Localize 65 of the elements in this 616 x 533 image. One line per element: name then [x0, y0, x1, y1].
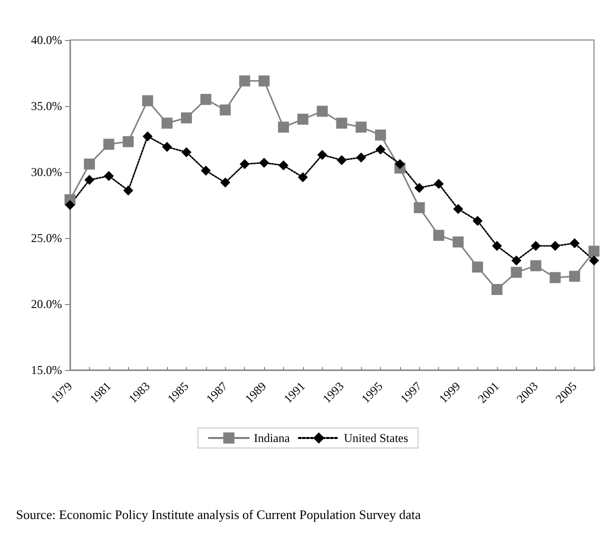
legend-label: United States	[344, 431, 408, 445]
point	[550, 240, 560, 251]
legend-label: Indiana	[254, 431, 291, 445]
point	[530, 240, 541, 251]
point	[316, 106, 328, 117]
point	[104, 170, 114, 181]
point	[84, 174, 94, 185]
point	[240, 159, 250, 170]
point	[452, 236, 464, 248]
x-tick-label: 1981	[86, 379, 114, 406]
point	[278, 122, 289, 133]
point	[142, 131, 153, 142]
point	[336, 118, 348, 129]
point	[472, 216, 483, 226]
point	[394, 159, 405, 170]
point	[239, 75, 250, 86]
point	[258, 75, 270, 86]
y-tick-label: 30.0%	[31, 165, 62, 179]
point	[376, 144, 386, 155]
y-tick-label: 25.0%	[31, 231, 62, 245]
point	[200, 166, 211, 176]
point	[220, 178, 230, 188]
point	[336, 155, 347, 166]
point	[530, 260, 542, 272]
point	[588, 246, 600, 257]
point	[84, 158, 95, 170]
point	[414, 202, 425, 214]
point	[317, 150, 328, 160]
point	[298, 172, 308, 182]
point	[492, 240, 502, 251]
point	[511, 255, 522, 266]
point	[103, 138, 114, 150]
point	[433, 230, 444, 241]
point	[297, 114, 308, 125]
point	[569, 270, 580, 282]
point	[356, 152, 366, 162]
point	[122, 136, 134, 148]
point	[142, 95, 154, 106]
y-tick-label: 15.0%	[31, 363, 62, 377]
point	[220, 104, 231, 116]
point	[278, 160, 288, 170]
point	[375, 130, 386, 141]
point	[414, 182, 424, 193]
point	[180, 112, 192, 124]
point	[162, 118, 173, 129]
point	[123, 185, 134, 196]
point	[510, 266, 522, 278]
x-tick-label: 1991	[280, 379, 308, 406]
point	[570, 238, 580, 248]
y-tick-label: 40.0%	[31, 33, 62, 47]
point	[589, 255, 599, 266]
point	[434, 178, 444, 189]
y-tick-label: 20.0%	[31, 297, 62, 311]
point	[491, 284, 502, 295]
point	[550, 272, 561, 284]
source-note: Source: Economic Policy Institute analysis of Current Population Survey data	[16, 507, 421, 522]
point	[259, 158, 270, 168]
point	[65, 200, 75, 210]
point	[472, 262, 484, 273]
point	[162, 142, 172, 152]
point	[453, 204, 464, 214]
y-tick-label: 35.0%	[31, 99, 62, 113]
point	[181, 147, 192, 158]
point	[356, 122, 367, 133]
point	[200, 94, 212, 105]
